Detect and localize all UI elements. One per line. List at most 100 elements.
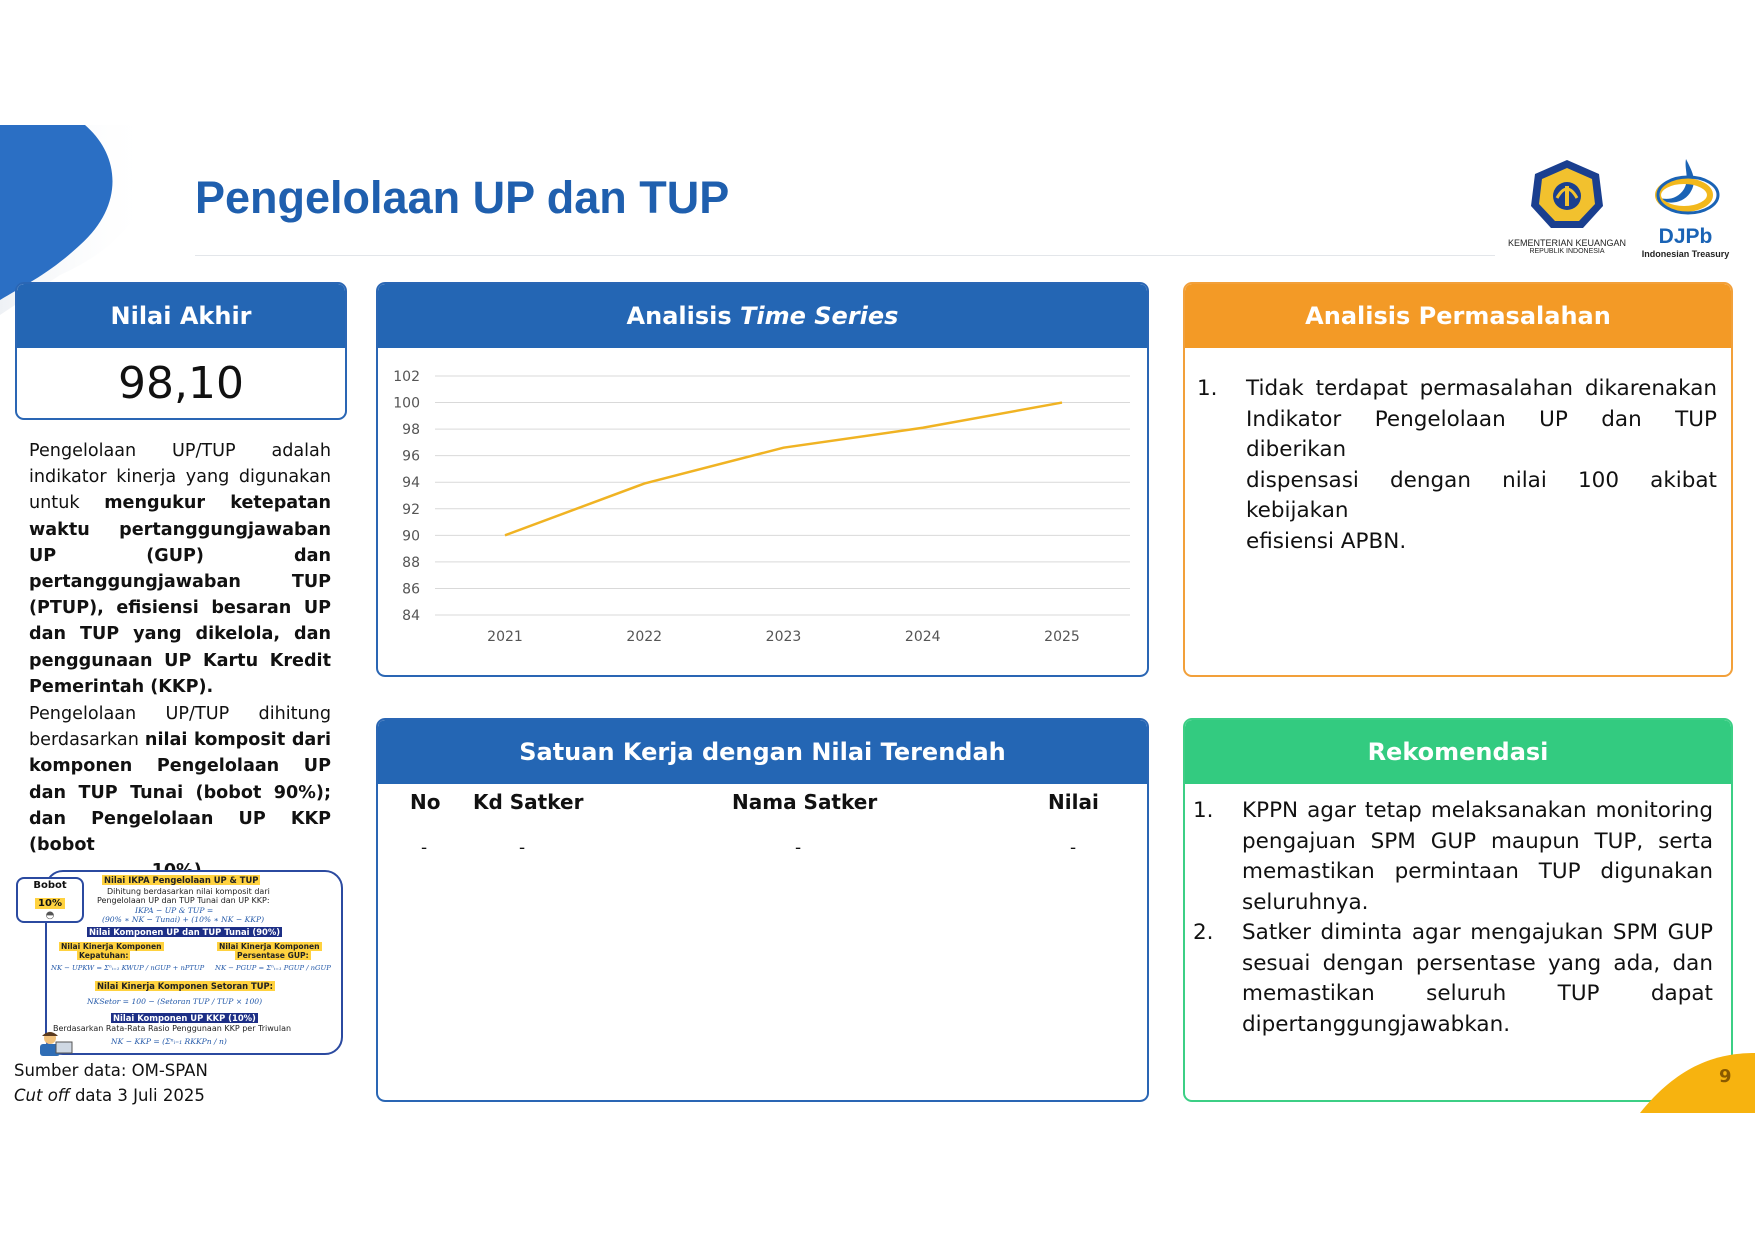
y-tick-label: 98 [402,422,420,438]
y-tick-label: 90 [402,528,420,544]
satker-col-nama: Nama Satker [732,790,878,814]
nilai-akhir-panel: Nilai Akhir 98,10 [15,282,347,420]
bobot-value: 10% [35,898,65,909]
nilai-akhir-value: 98,10 [118,358,244,409]
time-series-line-chart: 84 86 88 90 92 94 96 98 100 102 2021 2022 2023 2024 20… [393,369,1130,645]
formula-kepatuhan: NK − UPKW = Σⁿᵢ₌₁ KWUP / nGUP + nPTUP [51,964,205,972]
satker-col-nilai: Nilai [1048,790,1099,814]
list-item: 1. KPPN agar tetap melaksanakan monitorin… [1193,796,1713,918]
list-item-text: KPPN agar tetap melaksanakan monitoring p… [1242,796,1713,918]
djpb-swoosh-icon [1654,159,1719,215]
formula-main-2: (90% ∗ NK − Tunai) + (10% ∗ NK − KKP) [102,915,265,924]
x-tick-label: 2021 [487,629,523,645]
x-tick-label: 2024 [905,629,941,645]
formula-persentase-label-2: Persentase GUP: [235,951,311,960]
satker-cell-nilai: - [1070,838,1077,858]
list-item-line: sesuai dengan persentase yang ada, dan [1242,950,1713,976]
list-item-number: 1. [1193,798,1214,823]
nilai-akhir-title: Nilai Akhir [17,284,345,348]
formula-setoran: NKSetor = 100 − (Setoran TUP / TUP × 100… [87,997,263,1006]
list-item-number: 1. [1197,376,1218,401]
y-tick-label: 88 [402,555,420,571]
satker-title: Satuan Kerja dengan Nilai Terendah [378,720,1147,784]
cutoff-italic: Cut off [14,1086,70,1105]
formula-main-1: IKPA − UP & TUP = [135,906,214,915]
x-tick-label: 2025 [1044,629,1080,645]
list-item-text: Tidak terdapat permasalahan dikarenakan I… [1246,374,1717,557]
source-line-1: Sumber data: OM-SPAN [14,1061,208,1080]
analisis-permasalahan-title: Analisis Permasalahan [1185,284,1731,348]
y-tick-label: 100 [393,396,420,412]
formula-komponen-tunai: Nilai Komponen UP dan TUP Tunai (90%) [87,927,283,937]
formula-persentase: NK − PGUP = Σⁿᵢ₌₁ PGUP / nGUP [215,964,331,972]
formula-setoran-title: Nilai Kinerja Komponen Setoran TUP: [95,981,275,991]
desc2-bold: nilai komposit dari komponen Pengelolaan… [29,730,332,856]
kemenkeu-caption-2: REPUBLIK INDONESIA [1529,248,1605,255]
formula-kkp: NK − KKP = (Σⁿᵢ₌₁ RKKPn / n) [111,1037,227,1046]
list-item-line: seluruhnya. [1242,889,1369,915]
page-number: 9 [1719,1066,1732,1087]
series-line [504,401,1063,537]
data-source-note: Sumber data: OM-SPAN Cut off data 3 Juli… [14,1058,208,1108]
formula-subtitle-2: Pengelolaan UP dan TUP Tunai dan UP KKP: [97,896,270,905]
decorative-wave-shape [0,125,154,315]
djpb-name: DJPb [1658,225,1713,248]
list-item: 1. Tidak terdapat permasalahan dikarenaka… [1197,374,1717,557]
time-series-title: Analisis Time Series [378,284,1147,348]
time-series-title-italic: Time Series [740,302,899,330]
list-item-text: Satker diminta agar mengajukan SPM GUP se… [1242,918,1713,1040]
djpb-subtitle: Indonesian Treasury [1641,249,1730,259]
analisis-permasalahan-panel: Analisis Permasalahan [1183,282,1733,677]
formula-persentase-label-1: Nilai Kinerja Komponen [217,942,322,951]
list-item-line: memastikan seluruh TUP dapat [1242,981,1713,1006]
bobot-label: Bobot [33,880,67,891]
y-tick-label: 94 [402,475,420,491]
list-item-line: Tidak terdapat permasalahan dikarenakan [1246,376,1717,401]
page-corner-decoration [1640,1053,1755,1113]
cutoff-date: data 3 Juli 2025 [69,1086,205,1105]
formula-kkp-desc: Berdasarkan Rata-Rata Rasio Penggunaan K… [53,1024,292,1033]
satker-col-kd: Kd Satker [473,790,584,814]
x-tick-label: 2022 [626,629,662,645]
x-tick-label: 2023 [766,629,802,645]
y-tick-label: 92 [402,502,420,518]
page-title: Pengelolaan UP dan TUP [195,172,730,223]
formula-kkp-title: Nilai Komponen UP KKP (10%) [111,1013,258,1023]
list-item-line: Indikator Pengelolaan UP dan TUP diberik… [1246,406,1717,463]
y-tick-label: 96 [402,449,420,465]
rekomendasi-panel: Rekomendasi [1183,718,1733,1102]
kemenkeu-logo: KEMENTERIAN KEUANGAN REPUBLIK INDONESIA [1505,158,1629,260]
time-series-panel: Analisis Time Series 84 86 88 90 92 94 96 98 100… [376,282,1149,677]
description-paragraph-1: Pengelolaan UP/TUP adalah indikator kine… [29,438,331,700]
satker-panel: Satuan Kerja dengan Nilai Terendah [376,718,1149,1102]
formula-title: Nilai IKPA Pengelolaan UP & TUP [102,875,261,885]
desc2-plain: Pengelolaan UP/TUP dihitung berdasarkan [29,704,331,751]
satker-cell-nama: - [795,838,802,858]
formula-kepatuhan-label-1: Nilai Kinerja Komponen [59,942,164,951]
list-item-line: Satker diminta agar mengajukan SPM GUP [1242,920,1713,945]
list-item-line: pengajuan SPM GUP maupun TUP, serta [1242,828,1713,854]
desc1-plain: Pengelolaan UP/TUP adalah indikator kine… [29,441,331,514]
formula-subtitle-1: Dihitung berdasarkan nilai komposit dari [107,887,270,896]
satker-col-no: No [410,790,441,814]
source-line-2: Cut off data 3 Juli 2025 [14,1083,208,1108]
djpb-logo: DJPb Indonesian Treasury [1638,155,1733,259]
gauge-icon: ◓ [45,910,55,921]
y-tick-label: 102 [393,369,420,385]
list-item-line: memastikan permintaan TUP digunakan [1242,859,1713,884]
list-item-line: dipertanggungjawabkan. [1242,1011,1511,1037]
satker-cell-kd: - [519,838,526,858]
desc1-bold: mengukur ketepatan waktu pertanggungjawa… [29,493,331,671]
permasalahan-list: 1. Tidak terdapat permasalahan dikarenaka… [1197,374,1717,557]
y-tick-label: 86 [402,581,420,597]
list-item-line: KPPN agar tetap melaksanakan monitoring [1242,798,1713,823]
satker-cell-no: - [421,838,428,858]
rekomendasi-title: Rekomendasi [1185,720,1731,784]
list-item-line: dispensasi dengan nilai 100 akibat kebij… [1246,467,1717,524]
kemenkeu-caption-1: KEMENTERIAN KEUANGAN [1507,238,1627,248]
title-divider [195,255,1495,256]
y-tick-label: 84 [402,608,420,624]
person-laptop-icon [40,1032,73,1056]
bobot-badge: Bobot 10% ◓ [16,877,84,923]
description-paragraph-2: Pengelolaan UP/TUP dihitung berdasarkan … [29,701,331,884]
